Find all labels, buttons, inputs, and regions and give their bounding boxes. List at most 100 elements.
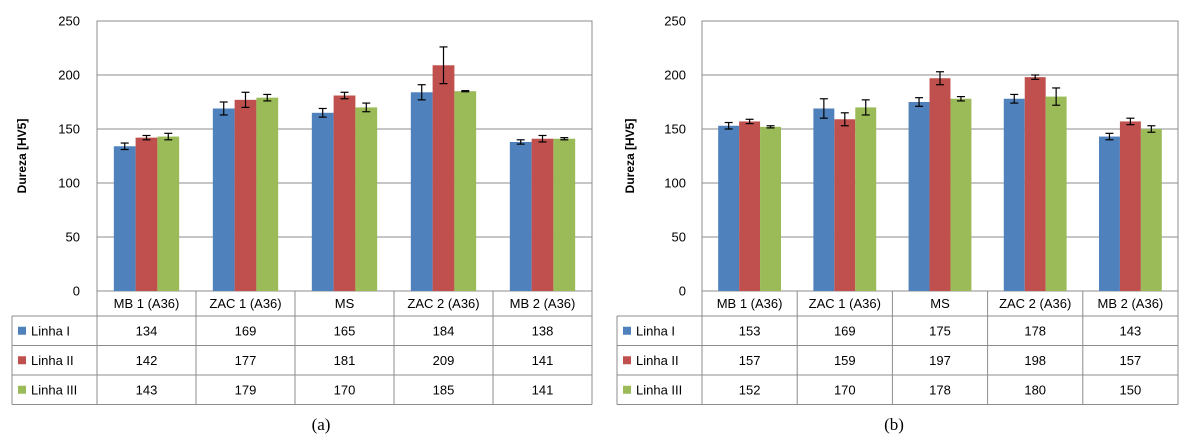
data-label: 184 xyxy=(433,323,455,338)
bar xyxy=(760,126,782,291)
bar xyxy=(834,119,856,291)
bar xyxy=(509,141,532,291)
y-tick-label: 50 xyxy=(66,230,80,245)
data-label: 175 xyxy=(929,323,951,338)
data-label: 169 xyxy=(834,323,856,338)
legend-key xyxy=(623,356,631,365)
y-tick-label: 200 xyxy=(664,68,686,83)
legend-key xyxy=(18,385,26,394)
legend-label: Linha III xyxy=(31,382,77,397)
bar xyxy=(1140,129,1162,291)
bar xyxy=(333,95,356,292)
bar xyxy=(908,102,930,291)
data-label: 157 xyxy=(739,353,761,368)
bar xyxy=(950,98,972,291)
y-tick-label: 250 xyxy=(58,14,80,29)
bar xyxy=(929,78,951,292)
data-label: 143 xyxy=(136,382,158,397)
x-tick-label: ZAC 2 (A36) xyxy=(999,296,1071,311)
data-label: 142 xyxy=(136,353,158,368)
panel-caption: (b) xyxy=(884,415,904,434)
panel-caption: (a) xyxy=(312,415,331,434)
bar xyxy=(1003,98,1025,291)
x-tick-label: MS xyxy=(930,296,950,311)
legend-label: Linha I xyxy=(636,323,675,338)
bar xyxy=(855,107,877,292)
legend-label: Linha I xyxy=(31,323,70,338)
data-label: 181 xyxy=(334,353,356,368)
bar xyxy=(454,91,477,291)
data-label: 134 xyxy=(136,323,158,338)
y-tick-label: 250 xyxy=(664,14,686,29)
legend-key xyxy=(18,356,26,365)
data-label: 152 xyxy=(739,382,761,397)
x-tick-label: ZAC 1 (A36) xyxy=(209,296,281,311)
bar xyxy=(135,137,158,291)
x-tick-label: MB 2 (A36) xyxy=(510,296,576,311)
legend-label: Linha II xyxy=(636,353,679,368)
y-tick-label: 200 xyxy=(58,68,80,83)
bar xyxy=(113,146,136,291)
data-label: 170 xyxy=(334,382,356,397)
y-tick-label: 150 xyxy=(58,122,80,137)
data-label: 170 xyxy=(834,382,856,397)
legend-key xyxy=(623,326,631,335)
x-tick-label: ZAC 2 (A36) xyxy=(407,296,479,311)
chart-panel-2: 0 50 100 150 200 250 Dureza [HV5] MB 1 (A36) ZAC… xyxy=(616,14,1179,434)
chart-panel-1: 0 50 100 150 200 250 Dureza [HV5] MB 1 (A36) ZAC… xyxy=(11,14,593,434)
legend-key xyxy=(623,385,631,394)
bar xyxy=(1024,77,1046,291)
x-tick-label: MS xyxy=(335,296,355,311)
data-label: 141 xyxy=(532,353,554,368)
bar xyxy=(531,138,554,291)
bar xyxy=(157,136,180,291)
y-axis-label: Dureza [HV5] xyxy=(623,119,637,194)
data-label: 185 xyxy=(433,382,455,397)
data-label: 169 xyxy=(235,323,257,338)
data-label: 150 xyxy=(1120,382,1142,397)
data-label: 157 xyxy=(1120,353,1142,368)
data-label: 138 xyxy=(532,323,554,338)
y-tick-label: 100 xyxy=(664,176,686,191)
data-label: 178 xyxy=(929,382,951,397)
data-label: 209 xyxy=(433,353,455,368)
x-tick-label: MB 2 (A36) xyxy=(1098,296,1164,311)
data-label: 143 xyxy=(1120,323,1142,338)
data-label: 180 xyxy=(1024,382,1046,397)
bar xyxy=(1119,121,1141,291)
y-tick-label: 150 xyxy=(664,122,686,137)
legend-key xyxy=(18,326,26,335)
bar xyxy=(355,107,378,292)
data-label: 159 xyxy=(834,353,856,368)
data-label: 141 xyxy=(532,382,554,397)
y-tick-label: 50 xyxy=(672,230,686,245)
bar xyxy=(432,65,455,291)
legend-label: Linha II xyxy=(31,353,74,368)
y-tick-label: 0 xyxy=(73,284,80,299)
y-axis-label: Dureza [HV5] xyxy=(15,119,29,194)
bar xyxy=(739,121,761,291)
legend-label: Linha III xyxy=(636,382,682,397)
bar xyxy=(553,138,576,291)
bar xyxy=(234,99,257,291)
bar xyxy=(1098,136,1120,291)
data-label: 197 xyxy=(929,353,951,368)
data-label: 198 xyxy=(1024,353,1046,368)
y-tick-label: 100 xyxy=(58,176,80,191)
bar xyxy=(813,108,835,291)
x-tick-label: MB 1 (A36) xyxy=(114,296,180,311)
data-label: 178 xyxy=(1024,323,1046,338)
y-tick-label: 0 xyxy=(679,284,686,299)
bar xyxy=(212,108,235,291)
bar xyxy=(410,92,433,291)
data-label: 165 xyxy=(334,323,356,338)
bar xyxy=(256,97,279,292)
bar xyxy=(718,125,740,291)
data-label: 177 xyxy=(235,353,257,368)
data-label: 153 xyxy=(739,323,761,338)
x-tick-label: MB 1 (A36) xyxy=(717,296,783,311)
data-label: 179 xyxy=(235,382,257,397)
x-tick-label: ZAC 1 (A36) xyxy=(809,296,881,311)
bar xyxy=(1045,96,1067,291)
